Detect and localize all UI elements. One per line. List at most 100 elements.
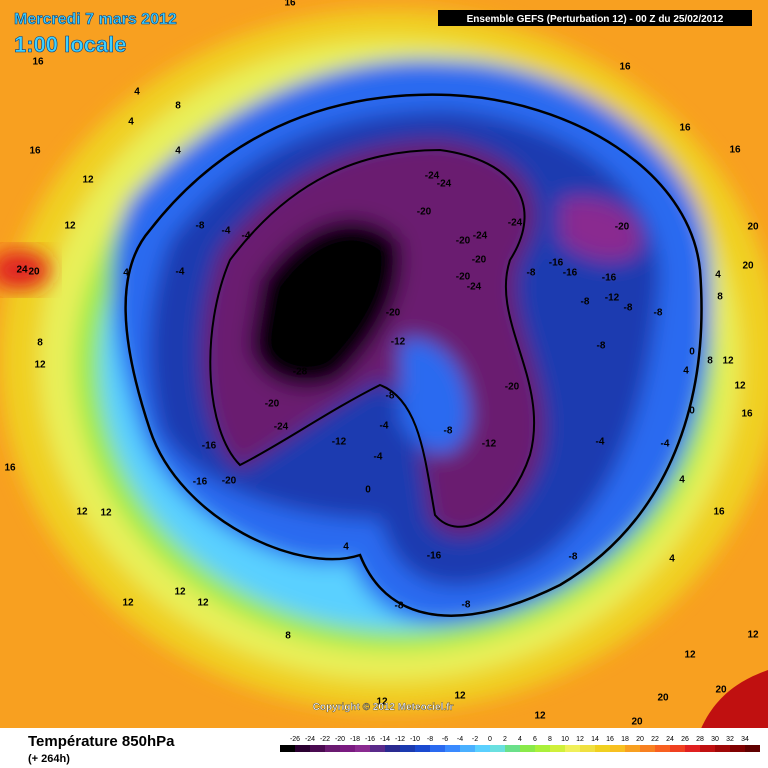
legend-swatch [520,745,535,752]
contour-label: 20 [747,222,759,233]
legend-tick: -12 [395,736,405,743]
legend-tick: -24 [305,736,315,743]
contour-label: -4 [374,452,383,463]
contour-label: 12 [734,381,746,392]
contour-label: -12 [482,439,497,450]
contour-label: -20 [472,255,487,266]
run-box [438,10,752,26]
time: 1:00 locale [14,32,127,57]
contour-label: -8 [569,552,578,563]
contour-label: 4 [134,87,140,98]
legend-swatch [625,745,640,752]
legend-tick: 26 [681,736,689,743]
legend-tick: 34 [741,736,749,743]
contour-label: -8 [597,341,606,352]
contour-label: 16 [4,463,16,474]
contour-label: 0 [365,485,371,496]
contour-label: 8 [175,101,181,112]
legend-tick: -10 [410,736,420,743]
contour-label: 12 [376,697,388,708]
contour-label: -16 [193,477,208,488]
contour-label: -4 [222,226,231,237]
contour-label: -20 [505,382,520,393]
contour-label: -28 [361,258,376,269]
contour-label: 8 [37,338,43,349]
contour-label: 4 [669,554,675,565]
contour-label: 12 [722,356,734,367]
contour-label: -8 [196,221,205,232]
legend-swatch [430,745,445,752]
legend-swatch [685,745,700,752]
contour-label: 8 [707,356,713,367]
contour-label: -8 [395,601,404,612]
legend-swatch [490,745,505,752]
contour-label: -20 [386,308,401,319]
contour-label: -4 [242,231,251,242]
legend-tick: -20 [335,736,345,743]
contour-label: 12 [197,598,209,609]
legend-tick: 28 [696,736,704,743]
legend-tick: -8 [427,736,433,743]
contour-label: -8 [444,426,453,437]
legend-swatch [595,745,610,752]
contour-label: 8 [285,631,291,642]
contour-label: 20 [631,717,643,728]
contour-label: -8 [386,391,395,402]
contour-label: -28 [293,367,308,378]
contour-label: -16 [202,441,217,452]
legend-swatch [355,745,370,752]
legend-swatch [745,745,760,752]
contour-label: -16 [563,268,578,279]
contour-label: -16 [602,273,617,284]
contour-label: 8 [717,292,723,303]
legend-tick: -26 [290,736,300,743]
legend-tick: 12 [576,736,584,743]
legend-tick: 8 [548,736,552,743]
contour-label: -24 [425,171,440,182]
contour-label: -20 [417,207,432,218]
legend-swatch [730,745,745,752]
contour-label: -4 [176,267,185,278]
contour-label: 4 [715,270,721,281]
contour-label: 16 [29,146,41,157]
legend-tick: 4 [518,736,522,743]
contour-label: 20 [742,261,754,272]
legend-tick: 22 [651,736,659,743]
contour-label: -24 [274,422,289,433]
legend-swatch [370,745,385,752]
legend-swatch [670,745,685,752]
legend-tick: 14 [591,736,599,743]
contour-label: 4 [679,475,685,486]
contour-label: 4 [683,366,689,377]
legend-swatch [325,745,340,752]
contour-label: 4 [175,146,181,157]
legend-swatch [415,745,430,752]
legend-tick: 2 [503,736,507,743]
footer-title: Température 850hPa [28,733,175,750]
contour-label: 16 [284,0,296,9]
contour-label: 0 [689,406,695,417]
contour-label: -4 [596,437,605,448]
copyright: Copyright © 2012 Meteociel.fr [313,702,454,713]
legend-swatch [610,745,625,752]
contour-label: -20 [222,476,237,487]
lead-time: (+ 264h) [28,753,70,765]
contour-label: 16 [32,57,44,68]
run: Ensemble GEFS (Perturbation 12) - 00 Z d… [467,14,724,25]
contour-label: -16 [427,551,442,562]
legend-tick: 20 [636,736,644,743]
contour-label: -8 [624,303,633,314]
legend-tick: 10 [561,736,569,743]
contour-label: 20 [715,685,727,696]
contour-label: 4 [123,268,129,279]
legend-swatch [565,745,580,752]
contour-label: -8 [581,297,590,308]
legend-tick: -2 [472,736,478,743]
legend: -26 -24 -22 -20 -18 -16 -14 -12 -10 -8 -6 -4 -2 0 2 4 6 8… [280,736,760,752]
contour-label: 12 [174,587,186,598]
contour-label: -24 [437,179,452,190]
contour-label: 12 [747,630,759,641]
legend-swatch [550,745,565,752]
legend-swatch [475,745,490,752]
